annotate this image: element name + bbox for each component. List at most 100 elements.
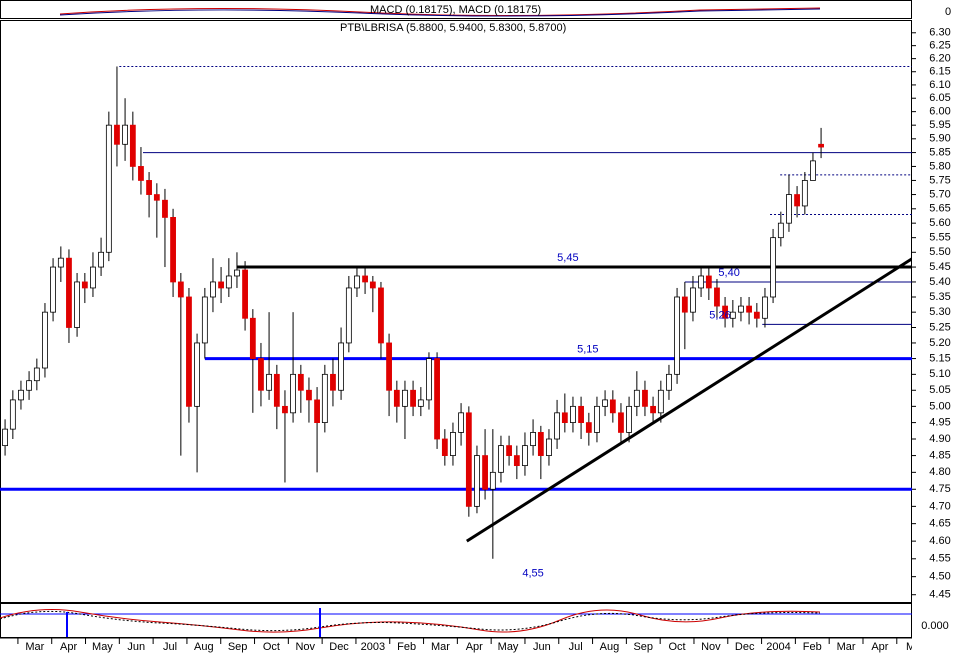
candle-body <box>177 281 184 298</box>
x-tick-label: Nov <box>295 641 315 653</box>
y-tick-label: 5.60 <box>929 217 950 229</box>
x-tick-label: Sep <box>228 641 248 653</box>
y-tick-label: 5.95 <box>929 119 950 131</box>
candle-body <box>705 275 712 289</box>
x-tick-label: Apr <box>60 641 77 653</box>
y-tick-label: 5.35 <box>929 291 950 303</box>
x-tick-label: Jun <box>127 641 145 653</box>
candle-body <box>722 305 728 319</box>
candle-body <box>818 143 824 148</box>
y-tick-label: 5.90 <box>929 133 950 145</box>
candle-body <box>633 389 640 407</box>
candle-body <box>426 358 432 401</box>
lower-label: 0.000 <box>921 620 949 632</box>
indicator-panel <box>0 0 912 19</box>
candle-body <box>234 269 240 277</box>
candle-body <box>498 445 504 473</box>
candle-body <box>218 281 224 289</box>
candle-body <box>90 266 96 289</box>
y-tick-label: 5.75 <box>929 174 950 186</box>
candle-body <box>273 373 280 407</box>
indicator-line <box>59 7 821 17</box>
plot-area: 5,45 5,15 5,40 5,26 4,55 <box>0 65 912 580</box>
x-tick-label: Dec <box>329 641 349 653</box>
x-tick-label: Jun <box>533 641 551 653</box>
y-tick-label: 5.30 <box>929 306 950 318</box>
price-panel <box>0 20 912 603</box>
y-tick-label: 5.55 <box>929 232 950 244</box>
candle-body <box>762 296 768 319</box>
candle-body <box>26 380 32 391</box>
candle-body <box>386 342 392 391</box>
y-tick-label: 5.50 <box>929 246 950 258</box>
candle-body <box>170 217 176 283</box>
candle-body <box>753 311 760 319</box>
indicator-line <box>59 8 821 17</box>
chart-title: PTB\LBRISA (5.8800, 5.9400, 5.8300, 5.87… <box>340 22 566 34</box>
x-tick-label: Aug <box>194 641 214 653</box>
candle-body <box>450 432 456 456</box>
candle-body <box>66 257 72 328</box>
x-tick-label: Oct <box>263 641 280 653</box>
candle-body <box>98 251 104 268</box>
candle-body <box>801 180 808 207</box>
annotation: 5,26 <box>709 309 730 321</box>
candle-body <box>561 412 568 423</box>
candle-body <box>609 399 616 414</box>
x-tick-label: Jul <box>163 641 177 653</box>
candle-body <box>810 160 816 181</box>
annotation: 4,55 <box>522 568 543 580</box>
candle-body <box>570 405 576 423</box>
y-tick-label: 5.65 <box>929 203 950 215</box>
candle-body <box>210 281 216 298</box>
y-tick-label: 5.00 <box>929 400 950 412</box>
y-tick-label: 4.95 <box>929 417 950 429</box>
lower-line <box>0 610 821 632</box>
x-tick-label: May <box>92 641 113 653</box>
candle-body <box>9 399 16 430</box>
x-tick-label: Ma <box>906 641 922 653</box>
candle-body <box>786 194 792 224</box>
x-tick-label: Dec <box>735 641 755 653</box>
candle-body <box>201 296 208 344</box>
x-tick-label: Apr <box>466 641 483 653</box>
candle-body <box>410 389 416 407</box>
candle-body <box>393 389 400 407</box>
y-tick-label: 6.25 <box>929 40 950 52</box>
x-tick-label: Mar <box>837 641 856 653</box>
candle-body <box>122 124 128 145</box>
y-tick-label: 4.65 <box>929 518 950 530</box>
candle-body <box>489 471 496 490</box>
y-tick-label: 4.80 <box>929 466 950 478</box>
candle-body <box>42 311 48 369</box>
candle-body <box>74 281 80 328</box>
x-tick-label: 2003 <box>361 641 385 653</box>
candle-body <box>674 296 680 375</box>
x-tick-label: May <box>498 641 519 653</box>
y-tick-label: 4.50 <box>929 571 950 583</box>
x-tick-label: Aug <box>600 641 620 653</box>
candle-body <box>434 358 440 440</box>
candle-body <box>314 399 320 423</box>
y-tick-label: 6.00 <box>929 106 950 118</box>
candle-body <box>506 445 512 456</box>
x-tick-label: 2004 <box>766 641 790 653</box>
y-tick-label: 4.55 <box>929 553 950 565</box>
candle-body <box>666 373 672 391</box>
x-tick-label: Feb <box>397 641 416 653</box>
x-tick-label: Apr <box>871 641 888 653</box>
candle-body <box>522 445 528 467</box>
candle-body <box>330 373 336 391</box>
candle-body <box>530 432 536 447</box>
candle-body <box>114 124 120 145</box>
candle-body <box>50 266 56 313</box>
candle-body <box>306 389 312 401</box>
y-tick-label: 6.20 <box>929 53 950 65</box>
candle-body <box>770 237 776 298</box>
y-tick-label: 4.45 <box>929 589 950 601</box>
candle-body <box>482 455 488 490</box>
candle-body <box>546 438 552 456</box>
candle-body <box>249 317 256 359</box>
candle-body <box>626 405 632 433</box>
